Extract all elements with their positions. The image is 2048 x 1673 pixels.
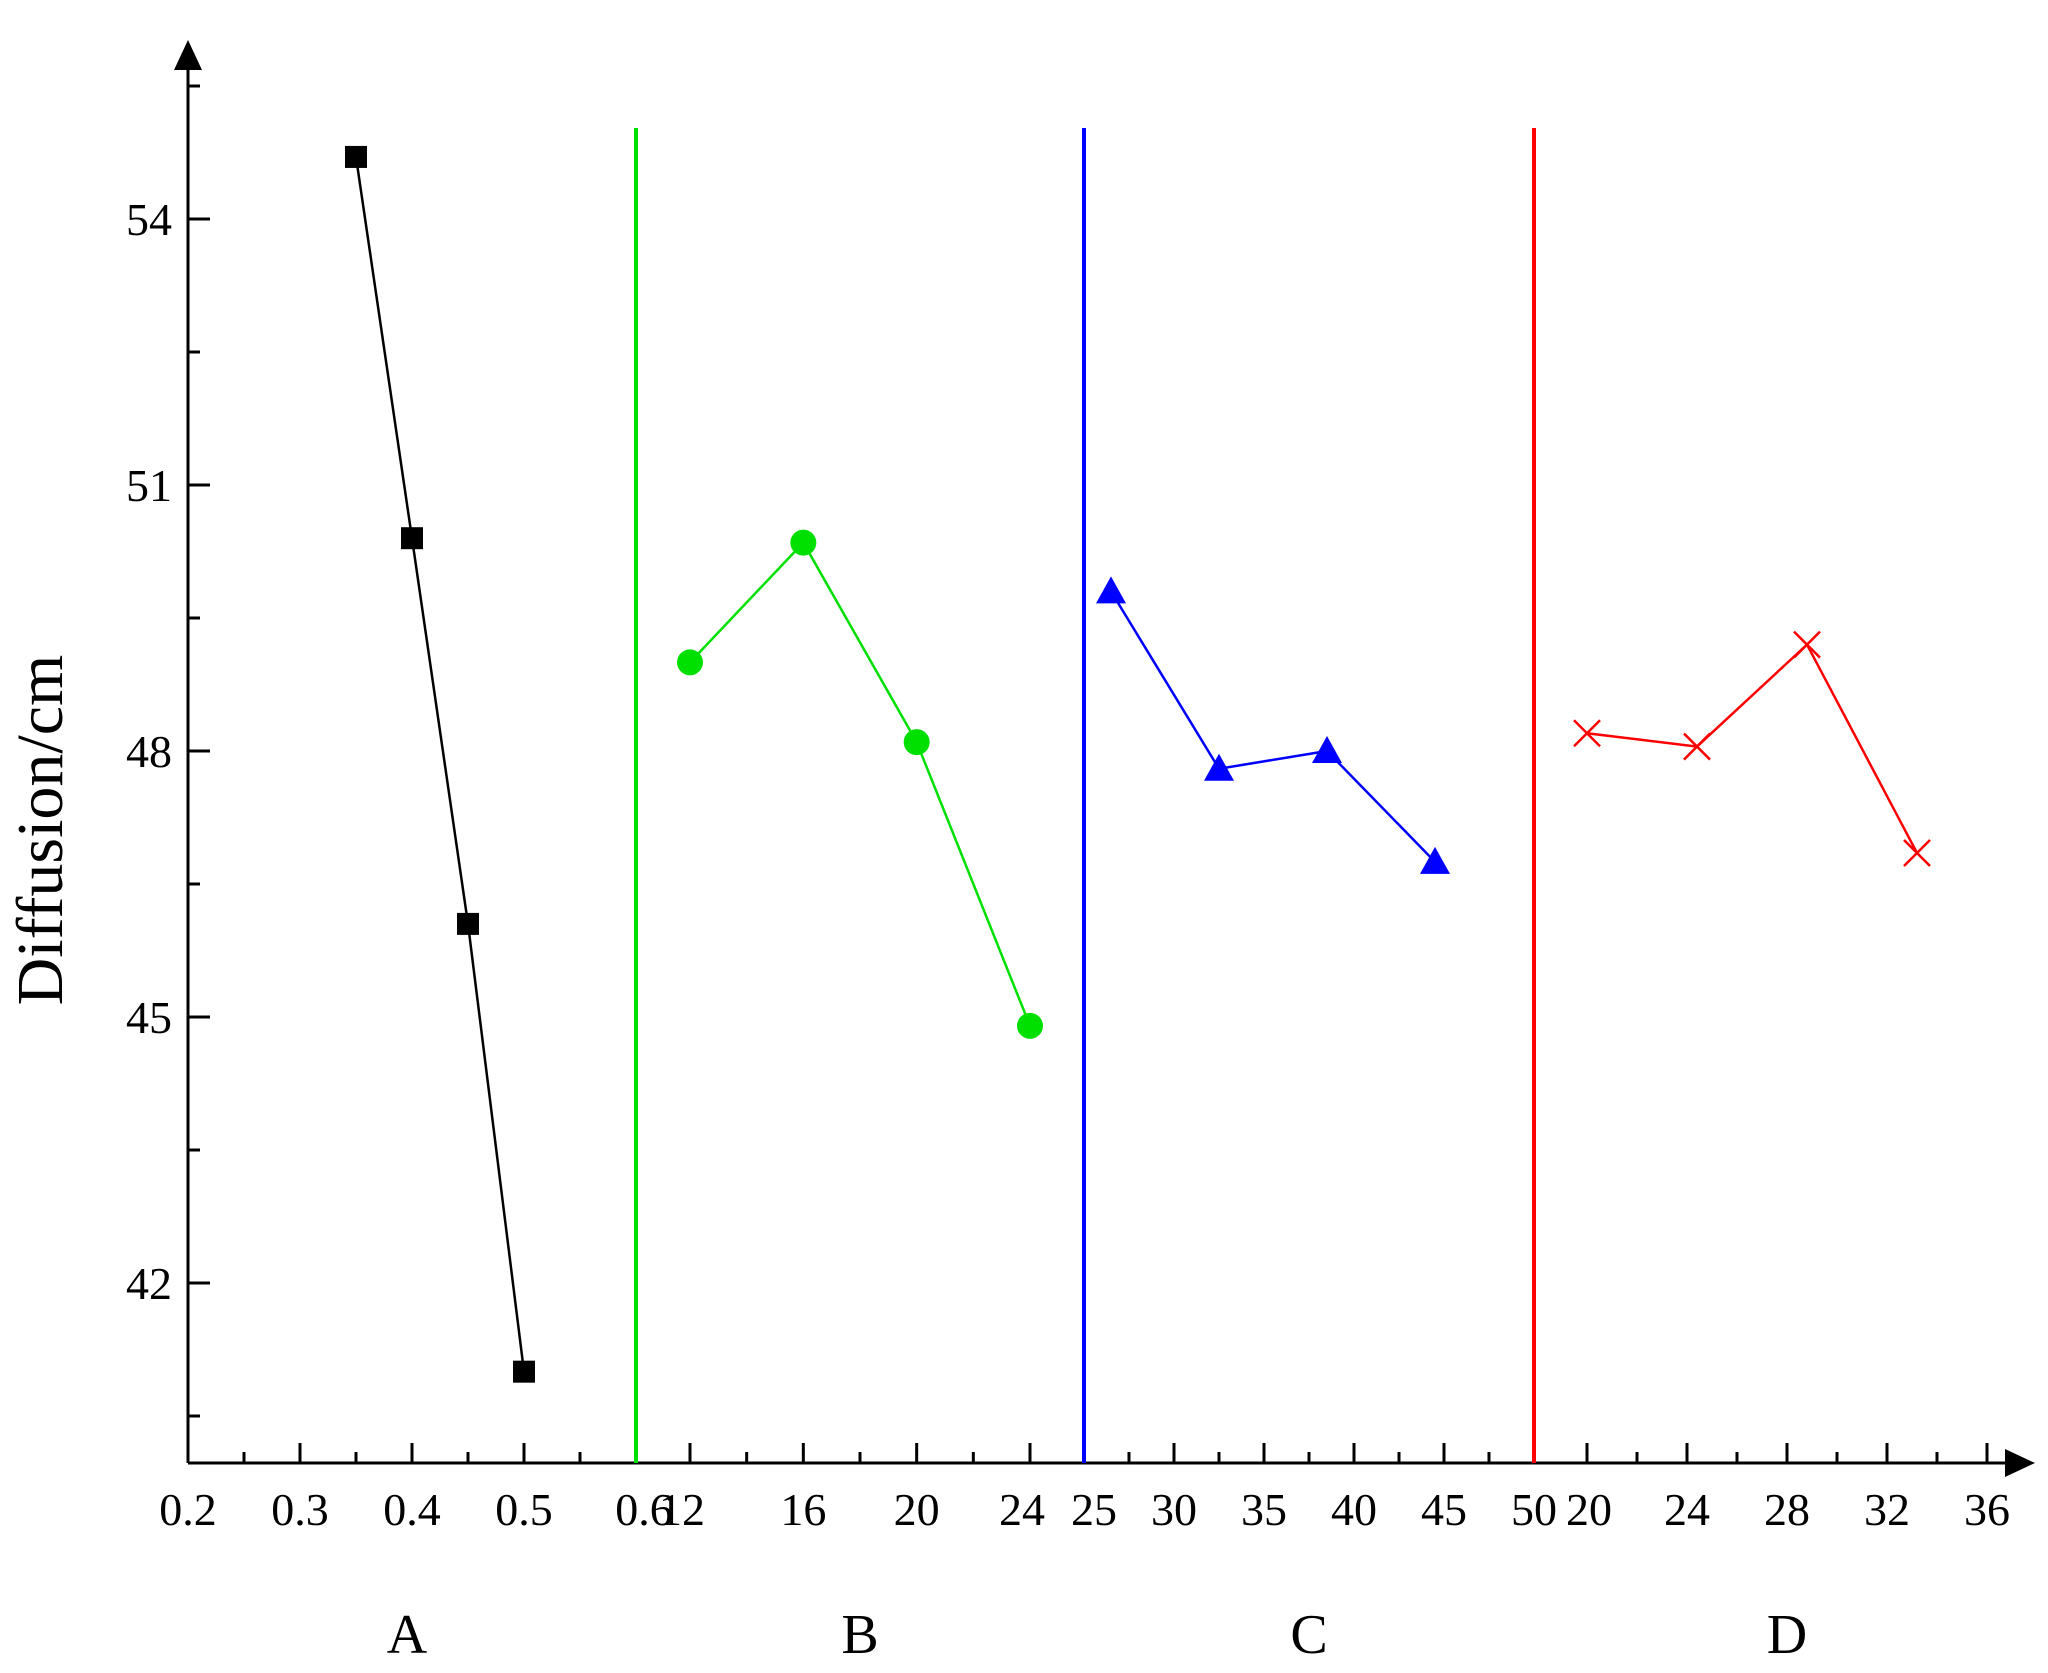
series-line-D [1586,642,1919,854]
x-axis-arrow-icon [2005,1449,2035,1477]
data-point-circle [677,649,703,676]
factor-label-A: A [387,1604,428,1666]
series-line-A [354,156,526,1372]
data-point-circle [1017,1012,1043,1039]
x-tick-label: 0.2 [159,1484,217,1535]
y-tick-label: 45 [126,992,172,1043]
x-tick-label: 40 [1331,1484,1377,1535]
x-tick-label: 20 [894,1484,940,1535]
x-axis-ticks: 0.2 0.3 0.4 0.5 0.6 A 12 16 20 24 B 25 30 35 40 45 50 C 20… [159,1443,2010,1666]
data-series [345,145,1931,1383]
y-tick-label: 42 [126,1258,172,1309]
x-tick-label: 35 [1241,1484,1287,1535]
factor-label-C: C [1290,1604,1327,1666]
x-tick-label: 0.5 [495,1484,553,1535]
x-tick-label: 0.6 [615,1484,673,1535]
series-B [677,529,1043,1039]
x-tick-label: 32 [1864,1484,1910,1535]
y-axis-ticks: 42 45 48 51 54 [126,84,210,1418]
cross-stroke [1793,630,1821,659]
x-tick-label: 24 [999,1484,1045,1535]
x-tick-label: 45 [1421,1484,1467,1535]
data-point-triangle [1312,735,1342,763]
x-tick-label: 30 [1151,1484,1197,1535]
axes-frame [174,40,2035,1477]
series-line-C [1109,590,1436,863]
series-line-B [689,540,1032,1027]
factor-label-B: B [841,1604,878,1666]
factor-label-D: D [1767,1604,1807,1666]
panel-separators [634,128,1536,1463]
data-point-triangle [1420,846,1450,874]
cross-stroke [1683,732,1711,761]
data-point-cross [1573,719,1601,748]
data-point-square [345,145,367,168]
data-point-triangle [1096,576,1126,604]
x-tick-label: 28 [1764,1484,1810,1535]
series-D [1573,630,1931,867]
x-tick-label: 36 [1964,1484,2010,1535]
x-tick-label: 50 [1511,1484,1557,1535]
data-point-cross [1793,630,1821,659]
data-point-square [513,1360,535,1383]
x-tick-label: 24 [1664,1484,1710,1535]
data-point-triangle [1204,753,1234,781]
data-point-circle [903,729,930,756]
data-point-cross [1903,839,1931,867]
y-axis-title: Diffusion/cm [4,655,77,1006]
y-axis-arrow-icon [174,40,202,70]
data-point-square [457,912,479,935]
data-point-circle [790,529,817,556]
y-tick-label: 51 [126,460,172,511]
x-tick-label: 0.3 [271,1484,329,1535]
y-tick-label: 54 [126,194,172,245]
data-point-square [401,527,423,550]
series-C [1096,576,1450,874]
series-A [345,145,535,1383]
x-tick-label: 20 [1566,1484,1612,1535]
x-tick-label: 25 [1071,1484,1117,1535]
x-tick-label: 12 [659,1484,705,1535]
data-point-cross [1683,732,1711,761]
x-tick-label: 0.4 [383,1484,441,1535]
cross-stroke [1573,719,1601,748]
x-tick-label: 16 [780,1484,826,1535]
cross-stroke [1903,839,1931,867]
y-tick-label: 48 [126,726,172,777]
